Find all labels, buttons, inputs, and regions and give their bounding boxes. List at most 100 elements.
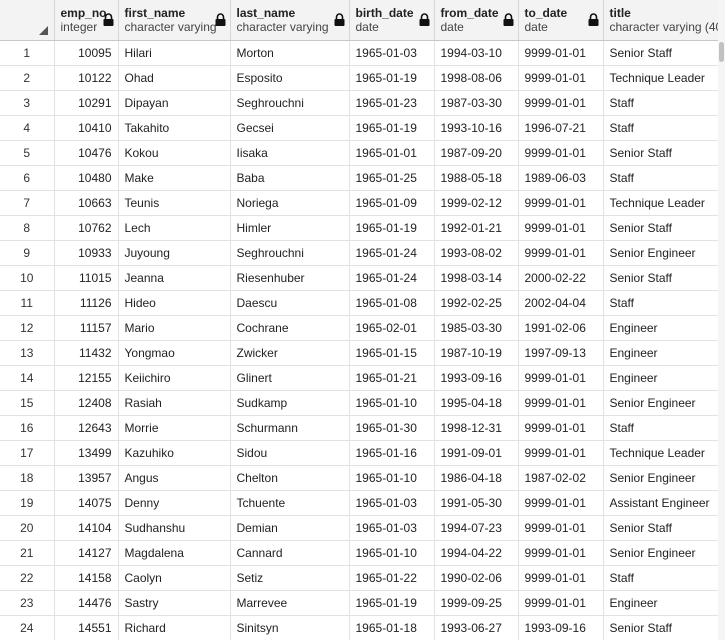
cell-to-date[interactable]: 9999-01-01 — [518, 390, 604, 416]
cell-to-date[interactable]: 9999-01-01 — [518, 565, 604, 591]
column-header-first-name[interactable]: first_name character varying — [118, 0, 231, 41]
cell-title[interactable]: Engineer — [603, 340, 718, 366]
cell-to-date[interactable]: 9999-01-01 — [518, 590, 604, 616]
cell-last-name[interactable]: Riesenhuber — [230, 265, 350, 291]
table-row[interactable]: 22 14158 Caolyn Setiz 1965-01-22 1990-02-06 99… — [0, 565, 718, 591]
cell-emp-no[interactable]: 14075 — [54, 490, 119, 516]
cell-from-date[interactable]: 1993-08-02 — [434, 240, 519, 266]
row-number[interactable]: 18 — [0, 465, 55, 491]
cell-to-date[interactable]: 1997-09-13 — [518, 340, 604, 366]
cell-emp-no[interactable]: 13957 — [54, 465, 119, 491]
row-number[interactable]: 3 — [0, 90, 55, 116]
cell-first-name[interactable]: Hilari — [118, 40, 231, 66]
cell-title[interactable]: Senior Staff — [603, 615, 718, 640]
cell-from-date[interactable]: 1994-04-22 — [434, 540, 519, 566]
cell-emp-no[interactable]: 12643 — [54, 415, 119, 441]
row-number[interactable]: 20 — [0, 515, 55, 541]
cell-birth-date[interactable]: 1965-01-03 — [349, 515, 435, 541]
row-number[interactable]: 4 — [0, 115, 55, 141]
cell-to-date[interactable]: 9999-01-01 — [518, 190, 604, 216]
cell-title[interactable]: Staff — [603, 115, 718, 141]
cell-from-date[interactable]: 1987-09-20 — [434, 140, 519, 166]
cell-from-date[interactable]: 1992-02-25 — [434, 290, 519, 316]
cell-to-date[interactable]: 9999-01-01 — [518, 65, 604, 91]
cell-birth-date[interactable]: 1965-01-24 — [349, 265, 435, 291]
cell-emp-no[interactable]: 10122 — [54, 65, 119, 91]
table-row[interactable]: 3 10291 Dipayan Seghrouchni 1965-01-23 1987-0… — [0, 90, 718, 116]
cell-emp-no[interactable]: 11157 — [54, 315, 119, 341]
cell-last-name[interactable]: Noriega — [230, 190, 350, 216]
cell-birth-date[interactable]: 1965-01-25 — [349, 165, 435, 191]
cell-title[interactable]: Technique Leader — [603, 440, 718, 466]
cell-to-date[interactable]: 9999-01-01 — [518, 365, 604, 391]
cell-last-name[interactable]: Seghrouchni — [230, 90, 350, 116]
cell-title[interactable]: Senior Engineer — [603, 390, 718, 416]
cell-from-date[interactable]: 1991-05-30 — [434, 490, 519, 516]
cell-last-name[interactable]: Demian — [230, 515, 350, 541]
cell-birth-date[interactable]: 1965-02-01 — [349, 315, 435, 341]
cell-first-name[interactable]: Teunis — [118, 190, 231, 216]
cell-title[interactable]: Staff — [603, 165, 718, 191]
cell-emp-no[interactable]: 10762 — [54, 215, 119, 241]
cell-from-date[interactable]: 1994-07-23 — [434, 515, 519, 541]
row-number[interactable]: 2 — [0, 65, 55, 91]
cell-first-name[interactable]: Juyoung — [118, 240, 231, 266]
cell-last-name[interactable]: Baba — [230, 165, 350, 191]
cell-to-date[interactable]: 2000-02-22 — [518, 265, 604, 291]
cell-first-name[interactable]: Denny — [118, 490, 231, 516]
cell-last-name[interactable]: Glinert — [230, 365, 350, 391]
row-number[interactable]: 13 — [0, 340, 55, 366]
cell-last-name[interactable]: Sidou — [230, 440, 350, 466]
cell-from-date[interactable]: 1987-03-30 — [434, 90, 519, 116]
cell-to-date[interactable]: 9999-01-01 — [518, 140, 604, 166]
cell-from-date[interactable]: 1985-03-30 — [434, 315, 519, 341]
cell-from-date[interactable]: 1995-04-18 — [434, 390, 519, 416]
cell-title[interactable]: Engineer — [603, 315, 718, 341]
row-number[interactable]: 8 — [0, 215, 55, 241]
cell-first-name[interactable]: Make — [118, 165, 231, 191]
table-row[interactable]: 11 11126 Hideo Daescu 1965-01-08 1992-02-25 20… — [0, 290, 718, 316]
cell-last-name[interactable]: Morton — [230, 40, 350, 66]
cell-birth-date[interactable]: 1965-01-01 — [349, 140, 435, 166]
row-number[interactable]: 22 — [0, 565, 55, 591]
table-row[interactable]: 19 14075 Denny Tchuente 1965-01-03 1991-05-30… — [0, 490, 718, 516]
cell-emp-no[interactable]: 13499 — [54, 440, 119, 466]
row-number[interactable]: 7 — [0, 190, 55, 216]
cell-to-date[interactable]: 9999-01-01 — [518, 40, 604, 66]
cell-last-name[interactable]: Iisaka — [230, 140, 350, 166]
table-row[interactable]: 8 10762 Lech Himler 1965-01-19 1992-01-21 9999… — [0, 215, 718, 241]
table-row[interactable]: 23 14476 Sastry Marrevee 1965-01-19 1999-09-2… — [0, 590, 718, 616]
cell-last-name[interactable]: Schurmann — [230, 415, 350, 441]
table-row[interactable]: 15 12408 Rasiah Sudkamp 1965-01-10 1995-04-18… — [0, 390, 718, 416]
cell-birth-date[interactable]: 1965-01-15 — [349, 340, 435, 366]
cell-title[interactable]: Senior Engineer — [603, 540, 718, 566]
cell-emp-no[interactable]: 14127 — [54, 540, 119, 566]
scrollbar-thumb[interactable] — [719, 42, 724, 62]
cell-title[interactable]: Technique Leader — [603, 65, 718, 91]
cell-first-name[interactable]: Angus — [118, 465, 231, 491]
cell-first-name[interactable]: Ohad — [118, 65, 231, 91]
table-row[interactable]: 9 10933 Juyoung Seghrouchni 1965-01-24 1993-0… — [0, 240, 718, 266]
select-all-corner[interactable] — [0, 0, 55, 41]
table-row[interactable]: 21 14127 Magdalena Cannard 1965-01-10 1994-04… — [0, 540, 718, 566]
cell-title[interactable]: Senior Engineer — [603, 240, 718, 266]
cell-from-date[interactable]: 1994-03-10 — [434, 40, 519, 66]
table-row[interactable]: 12 11157 Mario Cochrane 1965-02-01 1985-03-30… — [0, 315, 718, 341]
cell-to-date[interactable]: 1987-02-02 — [518, 465, 604, 491]
cell-birth-date[interactable]: 1965-01-10 — [349, 390, 435, 416]
table-row[interactable]: 5 10476 Kokou Iisaka 1965-01-01 1987-09-20 999… — [0, 140, 718, 166]
table-row[interactable]: 6 10480 Make Baba 1965-01-25 1988-05-18 1989-0… — [0, 165, 718, 191]
row-number[interactable]: 6 — [0, 165, 55, 191]
cell-from-date[interactable]: 1998-03-14 — [434, 265, 519, 291]
column-header-from-date[interactable]: from_date date — [434, 0, 519, 41]
cell-first-name[interactable]: Magdalena — [118, 540, 231, 566]
cell-birth-date[interactable]: 1965-01-16 — [349, 440, 435, 466]
cell-first-name[interactable]: Caolyn — [118, 565, 231, 591]
cell-last-name[interactable]: Himler — [230, 215, 350, 241]
cell-birth-date[interactable]: 1965-01-10 — [349, 465, 435, 491]
cell-title[interactable]: Senior Engineer — [603, 465, 718, 491]
cell-emp-no[interactable]: 14104 — [54, 515, 119, 541]
cell-first-name[interactable]: Kazuhiko — [118, 440, 231, 466]
cell-emp-no[interactable]: 10663 — [54, 190, 119, 216]
cell-birth-date[interactable]: 1965-01-19 — [349, 65, 435, 91]
